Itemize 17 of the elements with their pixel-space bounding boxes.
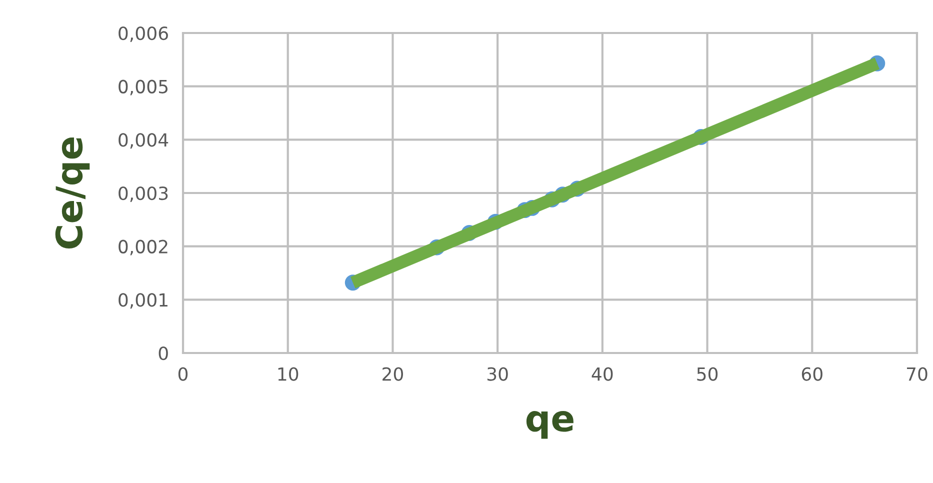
y-tick-label: 0,004 [118,133,168,149]
x-tick-label: 40 [592,367,613,381]
x-tick-label: 0 [178,367,188,381]
x-axis-title: qe [526,411,574,439]
y-tick-label: 0,003 [118,186,168,202]
y-axis-title: Ce/qe [55,137,90,248]
x-tick-label: 70 [906,367,928,381]
y-tick-label: 0,005 [118,80,168,96]
y-tick-label: 0,001 [118,293,168,309]
y-tick-label: 0 [158,346,168,360]
x-tick-label: 10 [278,367,298,381]
x-tick-label: 50 [697,367,718,381]
x-tick-label: 60 [802,367,822,381]
x-tick-label: 30 [487,367,508,381]
y-tick-label: 0,002 [118,240,168,256]
y-tick-label: 0,006 [118,26,168,42]
x-tick-label: 20 [382,367,404,381]
